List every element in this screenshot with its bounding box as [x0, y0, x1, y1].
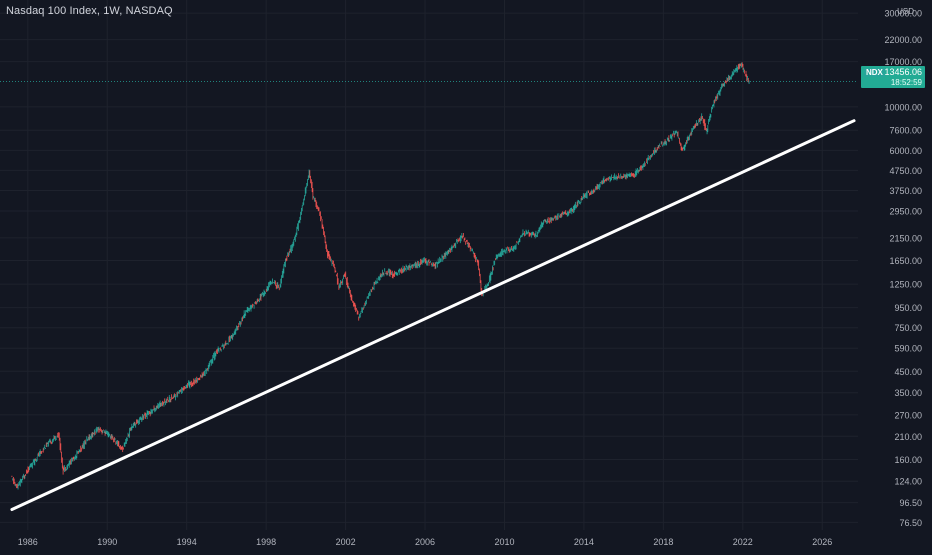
y-tick-label: 76.50 [899, 518, 922, 528]
x-tick-label: 2010 [494, 537, 514, 547]
x-tick-label: 2022 [733, 537, 753, 547]
currency-label: USD [897, 7, 914, 16]
y-tick-label: 4750.00 [889, 166, 922, 176]
y-tick-label: 210.00 [894, 432, 922, 442]
x-tick-label: 1998 [256, 537, 276, 547]
y-tick-label: 750.00 [894, 323, 922, 333]
x-tick-label: 2006 [415, 537, 435, 547]
x-tick-label: 2026 [812, 537, 832, 547]
price-candles [11, 62, 750, 490]
y-tick-label: 450.00 [894, 367, 922, 377]
y-tick-label: 160.00 [894, 455, 922, 465]
y-tick-label: 2950.00 [889, 206, 922, 216]
y-tick-label: 124.00 [894, 477, 922, 487]
y-tick-label: 1250.00 [889, 280, 922, 290]
grid-lines [0, 0, 858, 530]
x-tick-label: 2014 [574, 537, 594, 547]
y-tick-label: 96.50 [899, 498, 922, 508]
y-tick-label: 7600.00 [889, 126, 922, 136]
last-price-tag: NDX 13456.06 18:52:59 [861, 66, 925, 88]
y-tick-label: 3750.00 [889, 186, 922, 196]
x-tick-label: 1986 [18, 537, 38, 547]
y-tick-label: 1650.00 [889, 256, 922, 266]
price-tag-countdown: 18:52:59 [890, 78, 922, 87]
y-tick-label: 270.00 [894, 410, 922, 420]
y-tick-label: 590.00 [894, 344, 922, 354]
x-tick-label: 2002 [336, 537, 356, 547]
y-tick-label: 350.00 [894, 388, 922, 398]
price-tag-value: 13456.06 [884, 67, 922, 77]
price-axis[interactable]: 30000.00 22000.00 17000.00 10000.00 7600.00 6… [884, 7, 922, 528]
support-trendline[interactable] [10, 119, 856, 512]
y-tick-label: 10000.00 [884, 102, 922, 112]
y-tick-label: 17000.00 [884, 57, 922, 67]
x-tick-label: 2018 [653, 537, 673, 547]
y-tick-label: 30000.00 [884, 9, 922, 19]
time-axis[interactable]: 1986 1990 1994 1998 2002 2006 2010 2014 2018 2022… [18, 537, 832, 547]
x-tick-label: 1994 [177, 537, 197, 547]
y-tick-label: 22000.00 [884, 35, 922, 45]
price-tag-symbol: NDX [864, 68, 885, 77]
y-tick-label: 6000.00 [889, 146, 922, 156]
y-tick-label: 950.00 [894, 303, 922, 313]
x-tick-label: 1990 [97, 537, 117, 547]
y-tick-label: 2150.00 [889, 233, 922, 243]
symbol-title[interactable]: Nasdaq 100 Index, 1W, NASDAQ [6, 5, 173, 17]
